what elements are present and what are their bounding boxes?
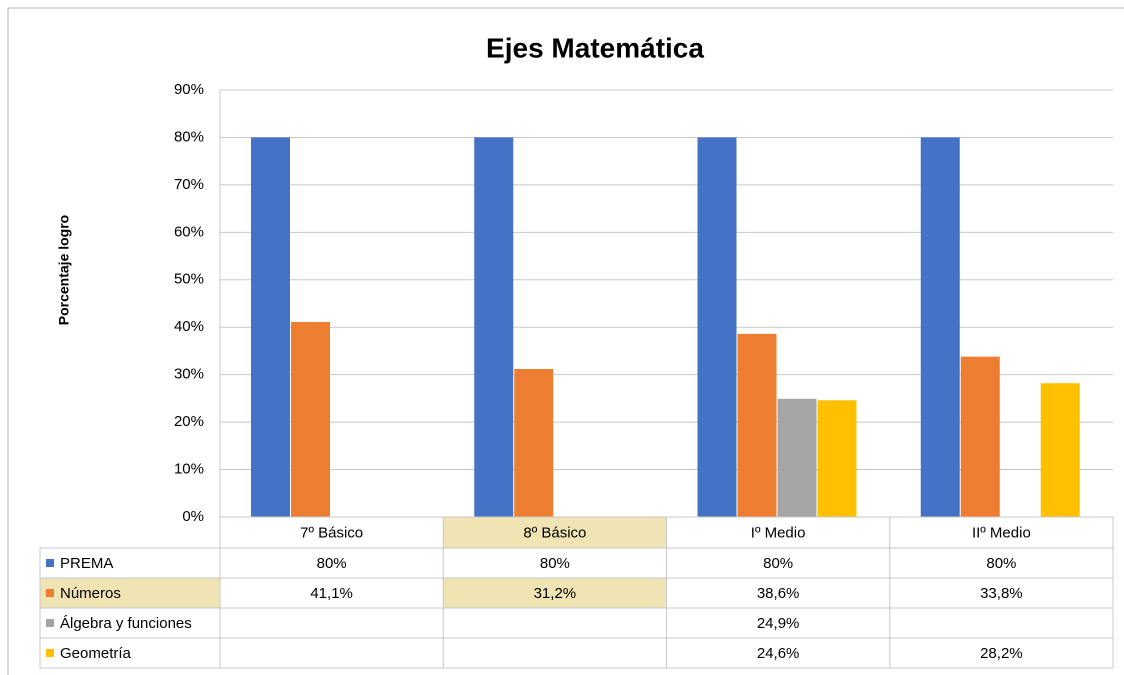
data-label: 38,6% — [757, 585, 800, 602]
y-tick-label: 50% — [174, 271, 204, 288]
bar — [514, 368, 554, 517]
y-tick-label: 80% — [174, 128, 204, 145]
legend-swatch — [46, 589, 54, 597]
legend-label: PREMA — [60, 555, 113, 572]
data-label: 31,2% — [534, 585, 577, 602]
data-label: 28,2% — [980, 645, 1023, 662]
x-tick-label: 7º Básico — [300, 524, 363, 541]
bar — [697, 137, 737, 517]
legend-label: Números — [60, 585, 121, 602]
legend-label: Geometría — [60, 645, 132, 662]
y-axis-label: Porcentaje logro — [56, 215, 72, 325]
highlight — [443, 517, 666, 548]
x-tick-label: IIº Medio — [972, 524, 1031, 541]
highlight — [443, 578, 666, 608]
legend-swatch — [46, 559, 54, 567]
bar — [960, 356, 1000, 517]
x-tick-label: 8º Básico — [523, 524, 586, 541]
legend-label: Álgebra y funciones — [60, 615, 192, 632]
y-tick-label: 0% — [182, 508, 204, 525]
x-tick-label: Iº Medio — [751, 524, 806, 541]
data-label: 24,9% — [757, 615, 800, 632]
data-label: 80% — [540, 555, 570, 572]
y-tick-label: 70% — [174, 176, 204, 193]
bar — [737, 333, 777, 517]
bar — [920, 137, 960, 517]
chart-title: Ejes Matemática — [486, 32, 704, 63]
y-tick-label: 20% — [174, 413, 204, 430]
bar — [251, 137, 290, 517]
data-label: 41,1% — [310, 585, 353, 602]
y-tick-label: 60% — [174, 223, 204, 240]
data-label: 24,6% — [757, 645, 800, 662]
y-tick-label: 30% — [174, 366, 204, 383]
bar — [1040, 383, 1080, 517]
data-label: 33,8% — [980, 585, 1023, 602]
bar — [817, 400, 857, 517]
bar — [291, 322, 330, 517]
highlight — [40, 578, 220, 608]
bar — [474, 137, 514, 517]
legend-swatch — [46, 649, 54, 657]
legend-swatch — [46, 619, 54, 627]
y-tick-label: 40% — [174, 318, 204, 335]
data-label: 80% — [317, 555, 347, 572]
y-tick-label: 10% — [174, 461, 204, 478]
y-tick-label: 90% — [174, 81, 204, 98]
data-label: 80% — [986, 555, 1016, 572]
bar — [777, 398, 817, 517]
data-label: 80% — [763, 555, 793, 572]
